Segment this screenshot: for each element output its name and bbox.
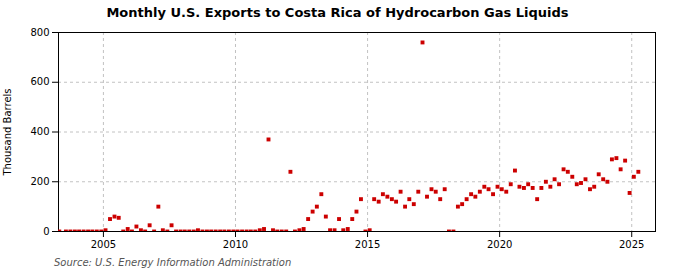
- svg-text:2020: 2020: [487, 239, 512, 250]
- svg-text:2015: 2015: [355, 239, 380, 250]
- svg-text:400: 400: [30, 126, 49, 137]
- svg-text:Thousand Barrels: Thousand Barrels: [2, 88, 13, 176]
- svg-text:2025: 2025: [619, 239, 644, 250]
- svg-text:800: 800: [30, 27, 49, 38]
- svg-text:600: 600: [30, 76, 49, 87]
- svg-text:0: 0: [43, 226, 49, 237]
- svg-text:2005: 2005: [91, 239, 116, 250]
- svg-text:200: 200: [30, 176, 49, 187]
- html-text:Monthly U.S. Exports to Costa: Monthly U.S. Exports to Costa Rica of Hy…: [106, 5, 569, 20]
- html-text:Source: U.S. Energy Informatio: Source: U.S. Energy Information Administ…: [54, 257, 292, 268]
- svg-text:2010: 2010: [223, 239, 248, 250]
